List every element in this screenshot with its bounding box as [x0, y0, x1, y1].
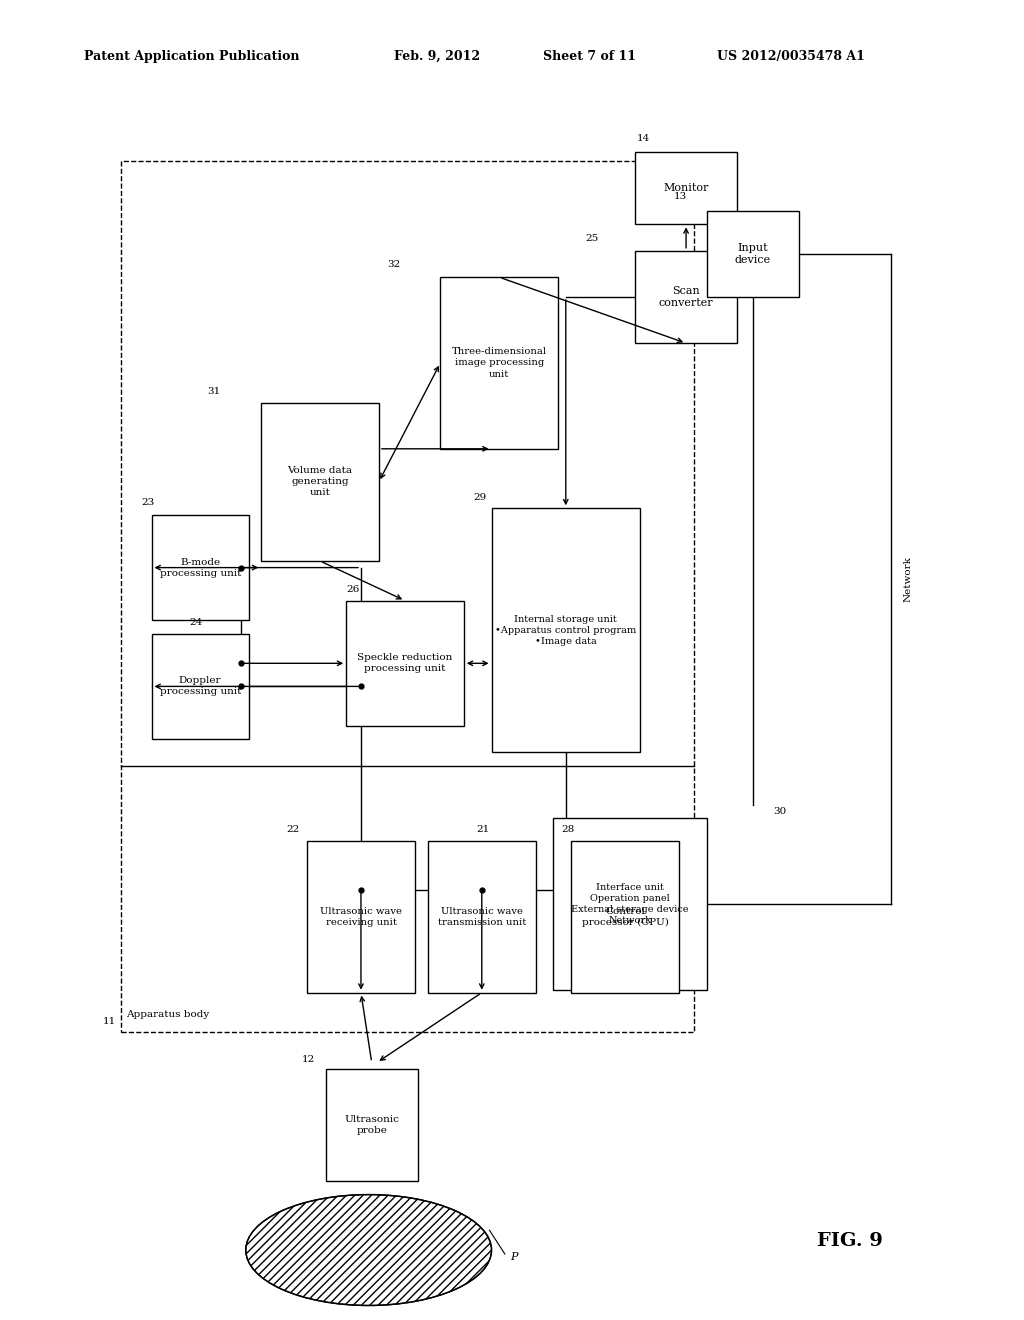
FancyBboxPatch shape — [152, 515, 249, 620]
Text: Ultrasonic
probe: Ultrasonic probe — [344, 1115, 399, 1135]
Text: P: P — [510, 1251, 517, 1262]
Text: 28: 28 — [561, 825, 574, 834]
Text: 31: 31 — [207, 387, 220, 396]
Text: 30: 30 — [773, 807, 786, 816]
Text: Speckle reduction
processing unit: Speckle reduction processing unit — [357, 653, 453, 673]
FancyBboxPatch shape — [428, 841, 536, 993]
FancyBboxPatch shape — [553, 818, 707, 990]
Text: US 2012/0035478 A1: US 2012/0035478 A1 — [717, 50, 864, 63]
FancyBboxPatch shape — [707, 211, 799, 297]
Text: 23: 23 — [141, 498, 155, 507]
Text: 12: 12 — [302, 1055, 315, 1064]
FancyBboxPatch shape — [326, 1069, 418, 1181]
Text: Apparatus body: Apparatus body — [126, 1010, 209, 1019]
Text: 26: 26 — [346, 585, 359, 594]
Text: Input
device: Input device — [734, 243, 771, 265]
Text: Patent Application Publication: Patent Application Publication — [84, 50, 299, 63]
Ellipse shape — [246, 1195, 492, 1305]
Text: Volume data
generating
unit: Volume data generating unit — [288, 466, 352, 498]
Text: Three-dimensional
image processing
unit: Three-dimensional image processing unit — [452, 347, 547, 379]
Text: 32: 32 — [387, 260, 400, 269]
Text: 11: 11 — [102, 1016, 116, 1026]
Text: 25: 25 — [586, 234, 599, 243]
Text: Control
processor (CPU): Control processor (CPU) — [582, 907, 669, 927]
Text: Ultrasonic wave
receiving unit: Ultrasonic wave receiving unit — [319, 907, 402, 927]
Text: 22: 22 — [287, 825, 300, 834]
Text: 13: 13 — [674, 191, 687, 201]
Text: 24: 24 — [189, 618, 203, 627]
Text: Feb. 9, 2012: Feb. 9, 2012 — [394, 50, 480, 63]
Text: FIG. 9: FIG. 9 — [817, 1232, 883, 1250]
FancyBboxPatch shape — [307, 841, 415, 993]
Text: Monitor: Monitor — [664, 183, 709, 193]
Text: 14: 14 — [637, 133, 650, 143]
FancyBboxPatch shape — [261, 403, 379, 561]
Text: Sheet 7 of 11: Sheet 7 of 11 — [543, 50, 636, 63]
FancyBboxPatch shape — [635, 251, 737, 343]
Text: Interface unit
Operation panel
External storage device
Network: Interface unit Operation panel External … — [571, 883, 688, 925]
Text: Internal storage unit
•Apparatus control program
•Image data: Internal storage unit •Apparatus control… — [496, 615, 636, 645]
Text: Doppler
processing unit: Doppler processing unit — [160, 676, 241, 697]
FancyBboxPatch shape — [571, 841, 679, 993]
Text: Scan
converter: Scan converter — [658, 286, 714, 308]
Text: 21: 21 — [476, 825, 489, 834]
Text: Ultrasonic wave
transmission unit: Ultrasonic wave transmission unit — [437, 907, 526, 927]
FancyBboxPatch shape — [440, 277, 558, 449]
Text: B-mode
processing unit: B-mode processing unit — [160, 557, 241, 578]
FancyBboxPatch shape — [346, 601, 464, 726]
Text: Network: Network — [903, 556, 912, 602]
Text: 29: 29 — [473, 492, 486, 502]
FancyBboxPatch shape — [635, 152, 737, 224]
FancyBboxPatch shape — [492, 508, 640, 752]
FancyBboxPatch shape — [152, 634, 249, 739]
